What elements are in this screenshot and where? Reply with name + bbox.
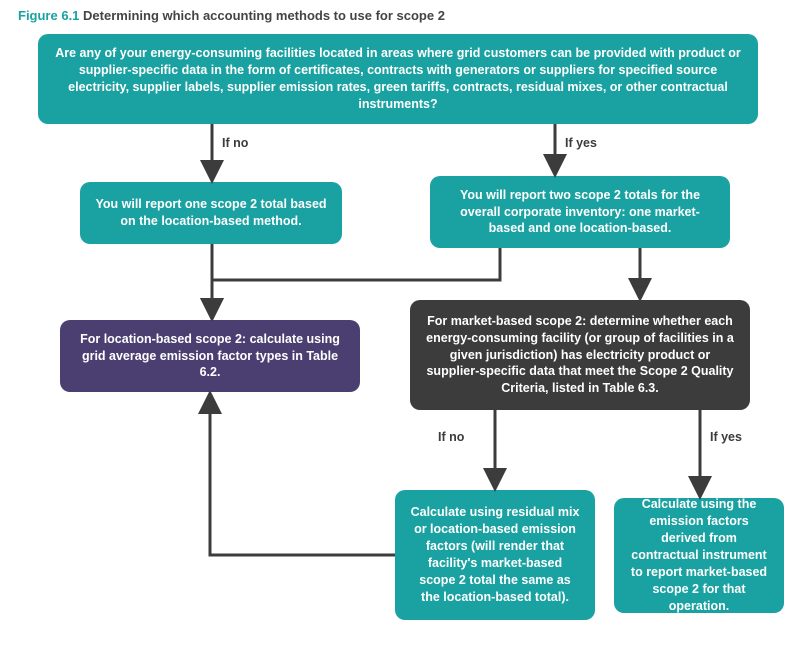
node-text: Calculate using the emission factors der… bbox=[628, 496, 770, 614]
edge-label-q1-no: If no bbox=[222, 136, 248, 150]
edge-label-q1-yes: If yes bbox=[565, 136, 597, 150]
figure-title-text: Determining which accounting methods to … bbox=[83, 8, 445, 23]
node-text: Are any of your energy-consuming facilit… bbox=[52, 45, 744, 113]
node-text: You will report one scope 2 total based … bbox=[94, 196, 328, 230]
node-q1: Are any of your energy-consuming facilit… bbox=[38, 34, 758, 124]
edge-label-mkt-no: If no bbox=[438, 430, 464, 444]
node-no1: You will report one scope 2 total based … bbox=[80, 182, 342, 244]
node-calc-no: Calculate using residual mix or location… bbox=[395, 490, 595, 620]
node-text: Calculate using residual mix or location… bbox=[409, 504, 581, 605]
node-text: For location-based scope 2: calculate us… bbox=[74, 331, 346, 382]
node-market-based: For market-based scope 2: determine whet… bbox=[410, 300, 750, 410]
figure-title: Figure 6.1 Determining which accounting … bbox=[18, 8, 445, 23]
node-text: You will report two scope 2 totals for t… bbox=[444, 187, 716, 238]
node-location-based: For location-based scope 2: calculate us… bbox=[60, 320, 360, 392]
node-text: For market-based scope 2: determine whet… bbox=[424, 313, 736, 397]
edge-label-mkt-yes: If yes bbox=[710, 430, 742, 444]
figure-label: Figure 6.1 bbox=[18, 8, 79, 23]
node-yes1: You will report two scope 2 totals for t… bbox=[430, 176, 730, 248]
node-calc-yes: Calculate using the emission factors der… bbox=[614, 498, 784, 613]
